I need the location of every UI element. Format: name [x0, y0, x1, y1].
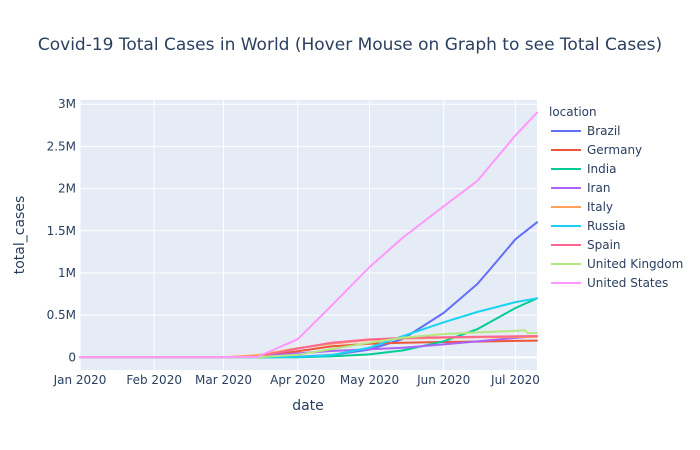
x-axis-title: date	[292, 398, 324, 414]
x-tick-label: Jan 2020	[53, 373, 107, 387]
legend-item-russia[interactable]: Russia	[551, 219, 626, 233]
y-tick-label: 2M	[58, 182, 76, 196]
legend-item-iran[interactable]: Iran	[551, 181, 610, 195]
legend-label: Spain	[587, 238, 621, 252]
legend-label: Brazil	[587, 124, 621, 138]
legend: Brazil Germany India Iran Italy Russia Spain Un…	[551, 124, 683, 290]
y-axis-ticks: 0 0.5M 1M 1.5M 2M 2.5M 3M	[47, 97, 76, 364]
legend-label: Iran	[587, 181, 610, 195]
x-tick-label: Jun 2020	[416, 373, 470, 387]
x-tick-label: Apr 2020	[270, 373, 325, 387]
legend-item-india[interactable]: India	[551, 162, 616, 176]
plot-area[interactable]	[80, 100, 537, 370]
legend-title: location	[549, 105, 597, 119]
legend-item-united-states[interactable]: United States	[551, 276, 668, 290]
legend-label: Germany	[587, 143, 642, 157]
series-line-united-states[interactable]	[79, 111, 538, 359]
y-tick-label: 1M	[58, 266, 76, 280]
legend-item-spain[interactable]: Spain	[551, 238, 621, 252]
x-axis-ticks: Jan 2020 Feb 2020 Mar 2020 Apr 2020 May 2020…	[53, 373, 540, 387]
series-lines	[79, 111, 538, 359]
legend-item-germany[interactable]: Germany	[551, 143, 642, 157]
y-tick-label: 3M	[58, 97, 76, 111]
y-axis-title: total_cases	[12, 196, 28, 275]
legend-item-united-kingdom[interactable]: United Kingdom	[551, 257, 683, 271]
legend-label: India	[587, 162, 616, 176]
x-tick-label: May 2020	[340, 373, 399, 387]
y-tick-label: 1.5M	[47, 224, 76, 238]
legend-label: United Kingdom	[587, 257, 683, 271]
x-tick-label: Mar 2020	[195, 373, 252, 387]
y-tick-label: 0.5M	[47, 308, 76, 322]
x-tick-label: Feb 2020	[126, 373, 182, 387]
x-tick-label: Jul 2020	[490, 373, 540, 387]
legend-item-italy[interactable]: Italy	[551, 200, 613, 214]
legend-item-brazil[interactable]: Brazil	[551, 124, 621, 138]
legend-label: Russia	[587, 219, 626, 233]
chart-title: Covid-19 Total Cases in World (Hover Mou…	[38, 35, 662, 55]
y-tick-label: 2.5M	[47, 139, 76, 153]
legend-label: Italy	[587, 200, 613, 214]
y-tick-label: 0	[68, 350, 76, 364]
legend-label: United States	[587, 276, 668, 290]
